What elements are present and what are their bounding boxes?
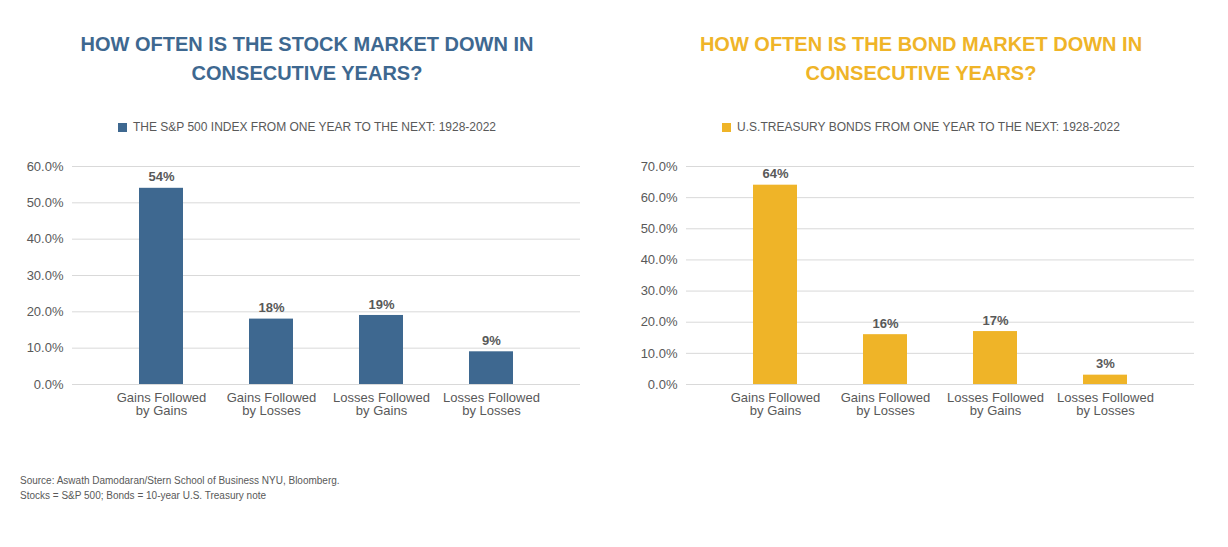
- svg-text:18%: 18%: [258, 300, 284, 315]
- html-text:Stocks = S&P 500; Bonds = 10-y: Stocks = S&P 500; Bonds = 10-year U.S. T…: [20, 490, 267, 501]
- svg-text:54%: 54%: [148, 169, 174, 184]
- svg-text:10.0%: 10.0%: [641, 346, 678, 361]
- svg-text:40.0%: 40.0%: [27, 231, 64, 246]
- svg-text:40.0%: 40.0%: [641, 252, 678, 267]
- svg-text:70.0%: 70.0%: [641, 159, 678, 174]
- svg-text:Gains Followedby Gains: Gains Followedby Gains: [731, 390, 821, 418]
- svg-text:60.0%: 60.0%: [641, 190, 678, 205]
- svg-text:0.0%: 0.0%: [34, 377, 64, 392]
- html-text:Source: Aswath Damodaran/Stern: Source: Aswath Damodaran/Stern School of…: [20, 475, 340, 486]
- svg-text:Losses Followedby Gains: Losses Followedby Gains: [947, 390, 1044, 418]
- html-text:THE S&P 500 INDEX FROM ONE YEA: THE S&P 500 INDEX FROM ONE YEAR TO THE N…: [133, 120, 496, 134]
- svg-text:9%: 9%: [482, 333, 501, 348]
- svg-text:20.0%: 20.0%: [641, 314, 678, 329]
- svg-text:Gains Followedby Losses: Gains Followedby Losses: [227, 390, 317, 418]
- html-text:U.S.TREASURY BONDS FROM ONE YE: U.S.TREASURY BONDS FROM ONE YEAR TO THE …: [737, 120, 1120, 134]
- svg-text:Gains Followedby Losses: Gains Followedby Losses: [841, 390, 931, 418]
- svg-text:Gains Followedby Gains: Gains Followedby Gains: [117, 390, 207, 418]
- svg-text:19%: 19%: [368, 297, 394, 312]
- svg-text:64%: 64%: [762, 166, 788, 181]
- svg-text:0.0%: 0.0%: [648, 377, 678, 392]
- svg-text:Losses Followedby Gains: Losses Followedby Gains: [333, 390, 430, 418]
- svg-text:20.0%: 20.0%: [27, 304, 64, 319]
- svg-text:Losses Followedby Losses: Losses Followedby Losses: [1057, 390, 1154, 418]
- svg-text:Losses Followedby Losses: Losses Followedby Losses: [443, 390, 540, 418]
- svg-text:50.0%: 50.0%: [641, 221, 678, 236]
- html-text:HOW OFTEN IS THE STOCK MARKET: HOW OFTEN IS THE STOCK MARKET DOWN IN CO…: [80, 33, 534, 84]
- svg-text:30.0%: 30.0%: [27, 268, 64, 283]
- svg-text:60.0%: 60.0%: [27, 159, 64, 174]
- svg-text:50.0%: 50.0%: [27, 195, 64, 210]
- svg-text:3%: 3%: [1096, 356, 1115, 371]
- html-text:HOW OFTEN IS THE BOND MARKET D: HOW OFTEN IS THE BOND MARKET DOWN IN CON…: [699, 33, 1143, 84]
- svg-text:16%: 16%: [872, 316, 898, 331]
- svg-text:17%: 17%: [982, 313, 1008, 328]
- svg-text:10.0%: 10.0%: [27, 340, 64, 355]
- svg-text:30.0%: 30.0%: [641, 283, 678, 298]
